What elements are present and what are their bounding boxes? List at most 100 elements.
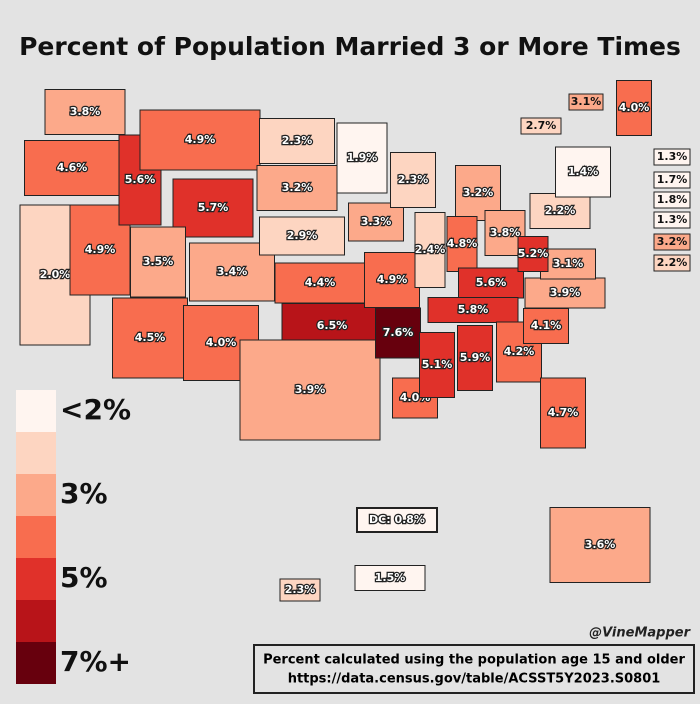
callout-box — [653, 148, 691, 166]
region — [458, 267, 524, 299]
region — [427, 297, 519, 323]
callout-label: 1.3% — [657, 150, 688, 163]
region-label: 3.6% — [585, 538, 616, 551]
region — [112, 297, 188, 379]
legend-swatch — [16, 474, 56, 516]
region — [130, 226, 186, 298]
region-label: 2.3% — [282, 134, 313, 147]
region-label: 5.6% — [476, 276, 507, 289]
callout-label: 1.3% — [657, 213, 688, 226]
region — [414, 212, 446, 288]
region-label: 1.5% — [375, 571, 406, 584]
region-label: 4.9% — [85, 243, 116, 256]
region-label: 1.9% — [347, 151, 378, 164]
region-label: 3.9% — [295, 383, 326, 396]
region-label: 4.9% — [377, 273, 408, 286]
region-label: 5.8% — [458, 303, 489, 316]
region-label: 4.4% — [305, 276, 336, 289]
credit: @VineMapper — [589, 626, 691, 641]
callout-label: 2.7% — [526, 119, 557, 132]
callout-label: 3.1% — [571, 95, 602, 108]
region-label: 5.7% — [198, 201, 229, 214]
callout-label: 1.8% — [657, 193, 688, 206]
region-label: 3.2% — [282, 181, 313, 194]
region — [44, 89, 126, 135]
region — [419, 332, 455, 398]
region — [279, 578, 321, 602]
region-label: 2.3% — [285, 583, 316, 596]
region — [259, 118, 335, 164]
legend-label: 5% — [60, 561, 108, 594]
region-label: 3.9% — [550, 286, 581, 299]
region — [457, 325, 493, 391]
map-title: Percent of Population Married 3 or More … — [19, 32, 681, 61]
region-label: 2.4% — [415, 243, 446, 256]
region — [354, 565, 426, 591]
legend-swatch — [16, 600, 56, 642]
callout-label: 2.2% — [657, 256, 688, 269]
region-label: 2.9% — [287, 229, 318, 242]
region-label: 4.1% — [531, 319, 562, 332]
region-label: 2.3% — [398, 173, 429, 186]
region — [390, 152, 436, 208]
region — [256, 165, 338, 211]
region-label: 2.0% — [40, 268, 71, 281]
callout-label: 1.7% — [657, 173, 688, 186]
region-label: 4.6% — [57, 161, 88, 174]
region-label: 3.1% — [553, 257, 584, 270]
legend-label: 3% — [60, 477, 108, 510]
legend-swatch — [16, 390, 56, 432]
legend-swatch — [16, 642, 56, 684]
region — [540, 248, 596, 280]
legend-label: 7%+ — [60, 645, 131, 678]
region — [259, 216, 345, 256]
region — [172, 178, 254, 238]
region-label: 3.3% — [361, 215, 392, 228]
region — [24, 140, 120, 196]
region — [555, 146, 611, 198]
callout-label: DC: 0.8% — [369, 513, 425, 526]
region — [446, 216, 478, 272]
region-label: 5.1% — [422, 358, 453, 371]
region — [139, 109, 261, 171]
region-label: 3.8% — [70, 105, 101, 118]
region — [549, 507, 651, 583]
region — [274, 262, 366, 304]
legend-label: <2% — [60, 393, 131, 426]
region-label: 4.2% — [504, 345, 535, 358]
note-line: https://data.census.gov/table/ACSST5Y202… — [288, 672, 661, 687]
region-label: 4.9% — [185, 133, 216, 146]
region — [348, 202, 404, 242]
region — [540, 377, 586, 449]
region-label: 6.5% — [317, 319, 348, 332]
region-label: 2.2% — [545, 204, 576, 217]
legend-swatch — [16, 558, 56, 600]
region-label: 3.8% — [490, 226, 521, 239]
legend-swatch — [16, 516, 56, 558]
callout-box — [356, 507, 438, 533]
region — [529, 193, 591, 229]
callout-box — [653, 211, 691, 229]
callout-label: 3.2% — [657, 235, 688, 248]
region-label: 4.7% — [548, 406, 579, 419]
region — [524, 277, 606, 309]
note-box — [253, 644, 695, 694]
region-label: 4.0% — [619, 101, 650, 114]
region-label: 4.5% — [135, 331, 166, 344]
legend-swatch — [16, 432, 56, 474]
region — [375, 307, 421, 359]
region-label: 3.5% — [143, 255, 174, 268]
region-label: 5.6% — [125, 173, 156, 186]
callout-box — [568, 93, 604, 111]
region-label: 3.2% — [463, 186, 494, 199]
region-label: 4.0% — [206, 336, 237, 349]
callout-box — [653, 191, 691, 209]
region-label: 7.6% — [383, 326, 414, 339]
callout-box — [520, 117, 562, 135]
region-label: 1.4% — [568, 165, 599, 178]
callout-box — [653, 254, 691, 272]
callout-box — [653, 233, 691, 251]
region — [364, 252, 420, 308]
callout-box — [653, 171, 691, 189]
